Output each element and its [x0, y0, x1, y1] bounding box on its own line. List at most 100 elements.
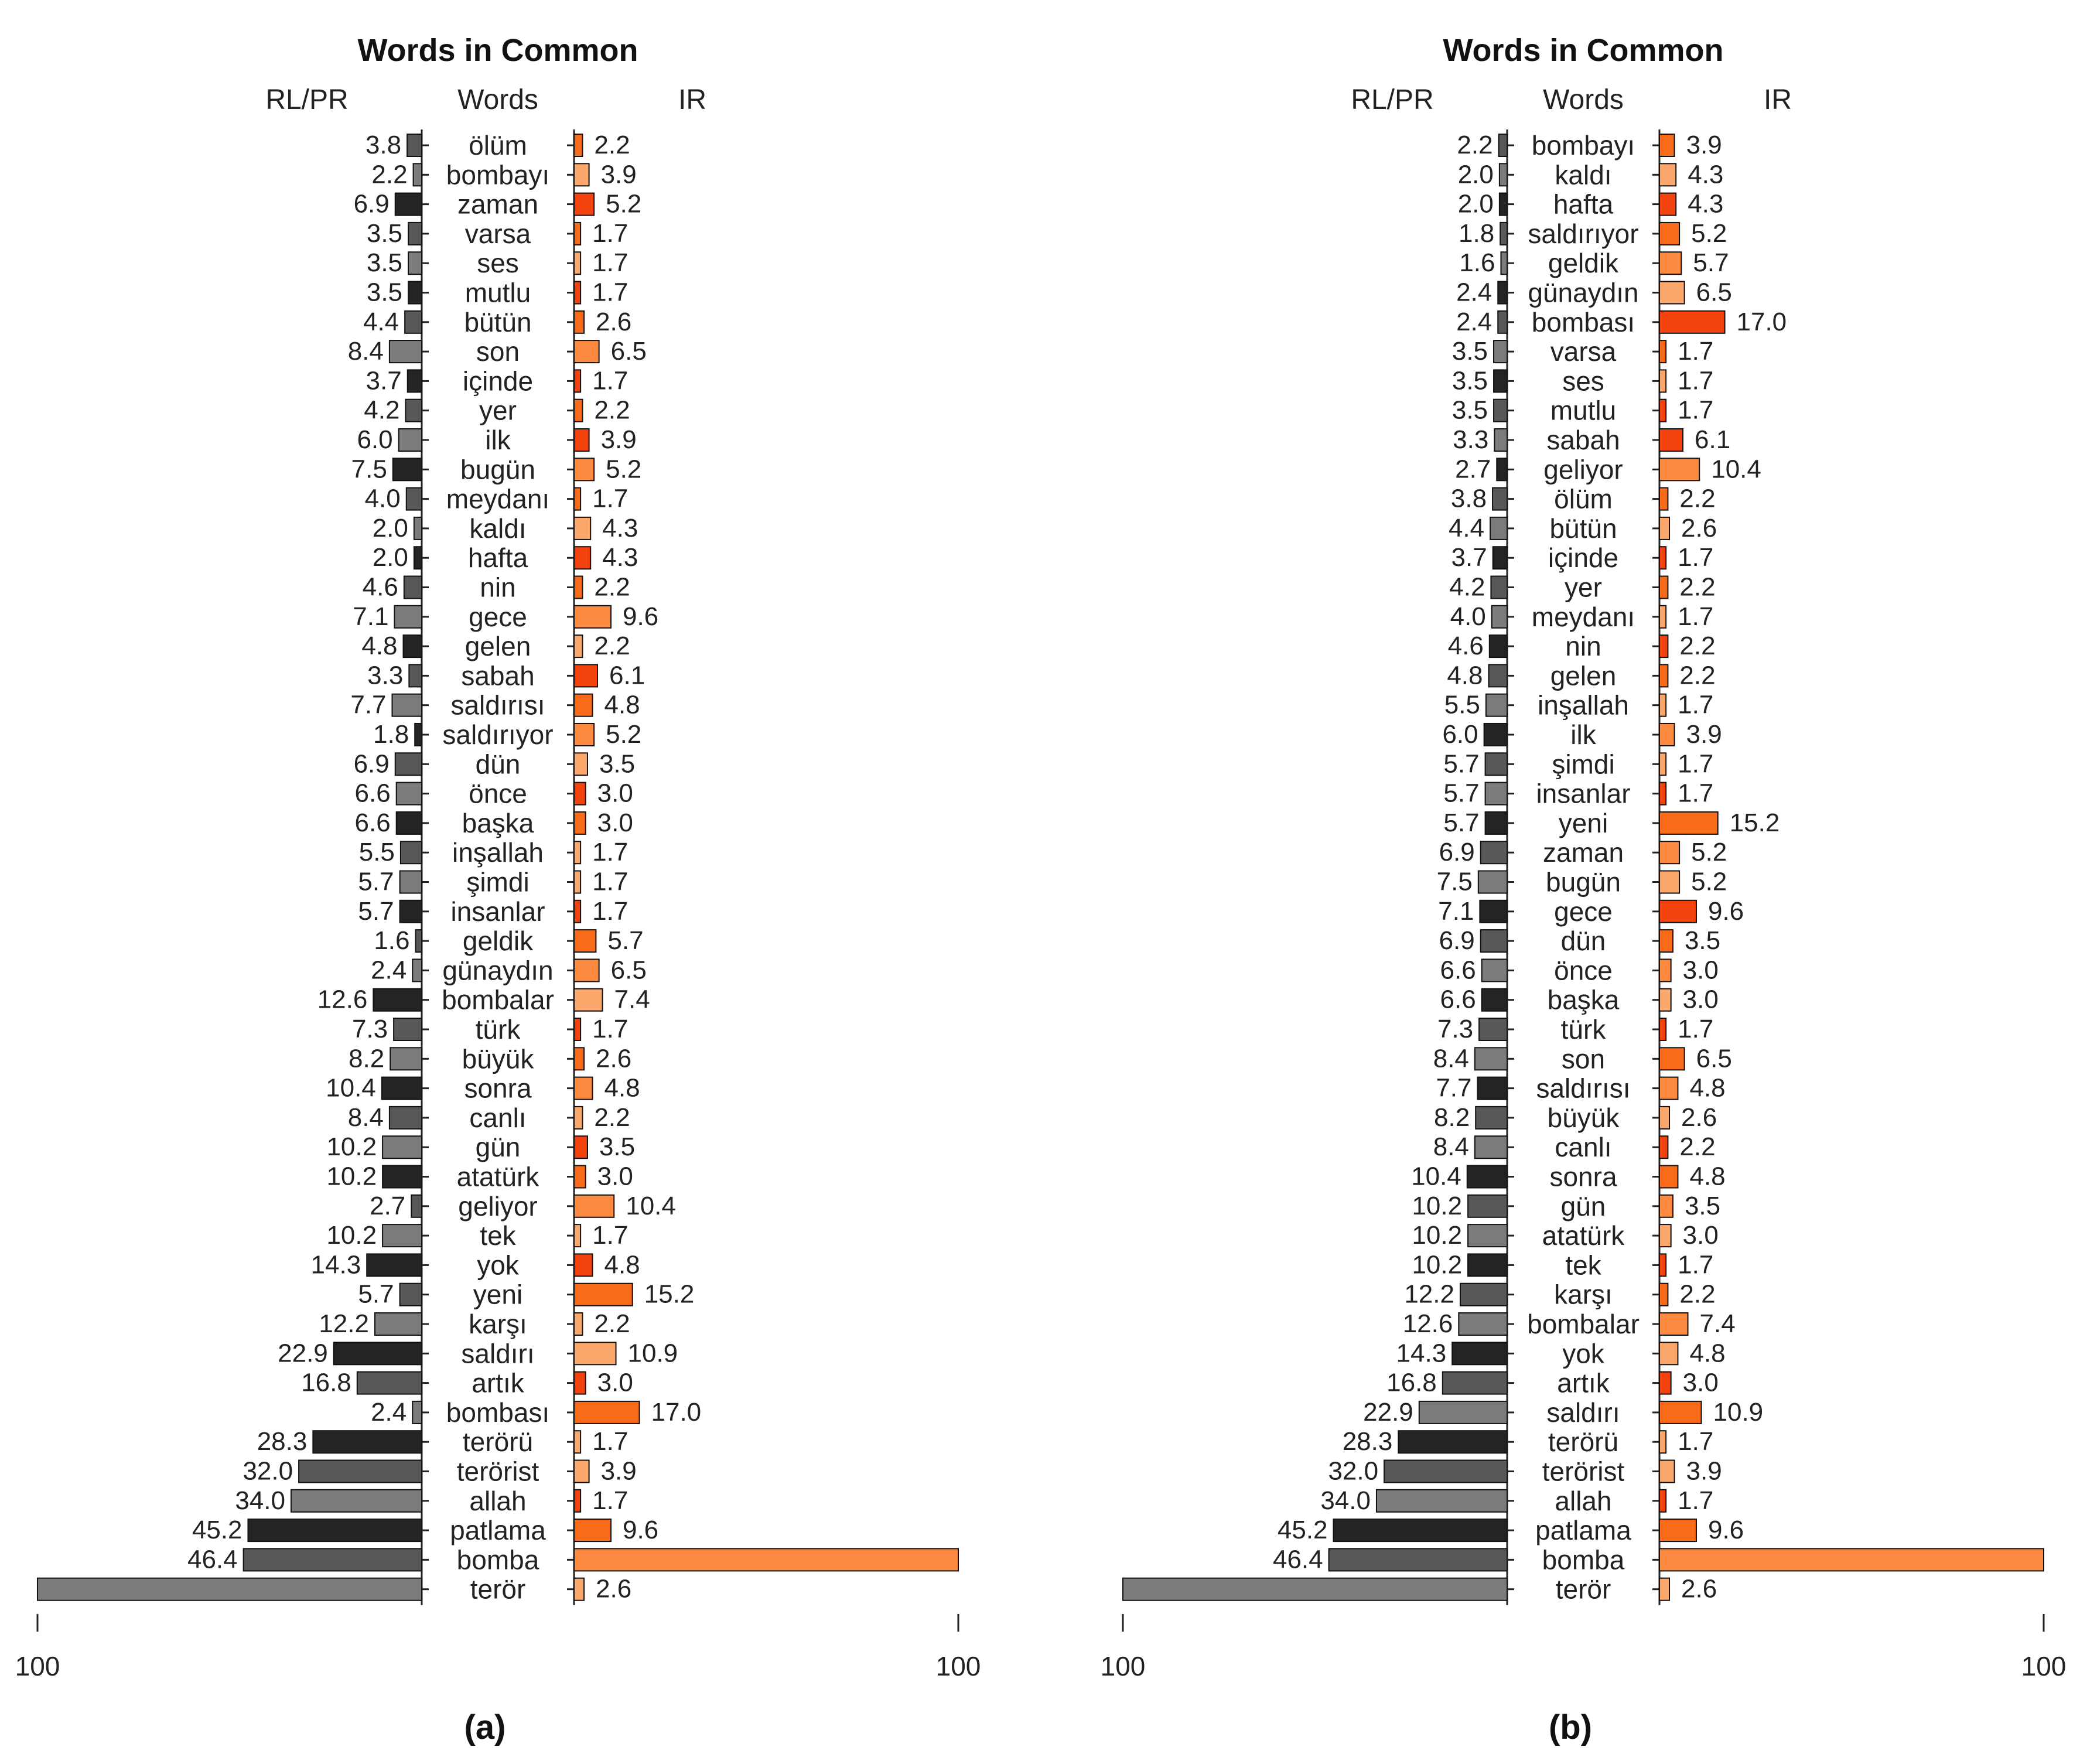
right-value-label: 3.9: [1686, 720, 1722, 749]
left-bar-25: [399, 841, 422, 865]
left-value-label: 2.2: [371, 160, 407, 189]
word-label: artık: [472, 1368, 524, 1398]
word-label: nin: [480, 572, 515, 603]
right-bar-37: [573, 1194, 615, 1218]
left-value-label: 5.7: [358, 897, 394, 926]
right-value-label: 2.6: [596, 308, 631, 336]
left-value-label: 14.3: [1396, 1339, 1447, 1367]
left-bar-20: [391, 693, 422, 717]
right-value-label: 6.1: [1695, 425, 1730, 454]
right-bar-23: [1659, 782, 1667, 806]
left-value-label: 12.6: [317, 985, 368, 1014]
left-bar-49: [243, 1548, 422, 1572]
word-label: varsa: [1550, 336, 1617, 367]
right-value-label: 6.5: [611, 956, 647, 984]
word-label: karşı: [469, 1309, 527, 1339]
right-value-label: 1.7: [1678, 396, 1713, 425]
left-bar-18: [1488, 634, 1508, 658]
word-label: gelen: [1550, 660, 1617, 691]
left-value-label: 2.4: [1456, 278, 1492, 307]
left-bar-17: [1491, 605, 1508, 629]
word-label: patlama: [450, 1515, 546, 1545]
right-value-label: 1.7: [1678, 1486, 1713, 1515]
left-bar-11: [1494, 428, 1508, 452]
left-bar-17: [394, 605, 423, 629]
right-bar-18: [1659, 634, 1669, 658]
right-value-label: 2.2: [594, 1309, 630, 1338]
left-value-label: 6.6: [1440, 956, 1476, 984]
left-bar-16: [1490, 575, 1508, 599]
word-label: bütün: [464, 307, 531, 337]
right-value-label: 2.2: [594, 396, 630, 425]
left-bar-35: [382, 1135, 423, 1159]
word-label: ses: [477, 248, 519, 278]
word-label: günaydın: [1528, 278, 1638, 308]
right-value-label: 4.8: [604, 1074, 640, 1103]
word-label: meydanı: [1532, 602, 1635, 632]
word-label: şimdi: [1552, 749, 1614, 779]
right-bar-34: [573, 1106, 583, 1130]
right-value-label: 3.0: [597, 1369, 633, 1397]
left-value-label: 7.1: [1438, 897, 1474, 926]
right-bar-41: [573, 1312, 583, 1336]
word-label: canlı: [469, 1103, 526, 1133]
right-value-label: 1.7: [1678, 749, 1713, 778]
left-value-label: 8.4: [1433, 1132, 1469, 1161]
right-bar-31: [1659, 1018, 1667, 1041]
left-bar-2: [412, 163, 422, 187]
word-label: insanlar: [1536, 779, 1630, 809]
word-label: yok: [477, 1250, 520, 1280]
word-label: önce: [1554, 955, 1613, 985]
left-value-label: 4.2: [364, 396, 399, 425]
left-value-label: 10.4: [1411, 1162, 1461, 1191]
left-bar-16: [403, 575, 422, 599]
right-bar-2: [1659, 163, 1677, 187]
left-bar-26: [399, 870, 422, 894]
left-bar-21: [414, 723, 423, 746]
left-value-label: 12.2: [1404, 1280, 1454, 1309]
left-bar-9: [1493, 369, 1508, 393]
right-value-label: 1.7: [592, 484, 628, 513]
word-label: inşallah: [1538, 690, 1629, 721]
left-value-label: 45.2: [1278, 1516, 1328, 1544]
left-value-label: 5.7: [1443, 808, 1479, 837]
right-bar-40: [573, 1282, 633, 1306]
left-value-label: 10.4: [326, 1074, 376, 1103]
right-value-label: 1.7: [592, 248, 628, 277]
left-bar-13: [1492, 487, 1508, 511]
left-bar-12: [1496, 458, 1508, 482]
right-scale-label: 100: [2021, 1651, 2067, 1681]
left-value-label: 4.6: [1448, 632, 1484, 660]
right-value-label: 4.3: [1688, 160, 1723, 189]
right-bar-49: [573, 1548, 959, 1572]
left-value-label: 6.0: [1442, 720, 1478, 749]
word-label: tek: [1565, 1250, 1601, 1280]
left-value-label: 3.5: [1452, 366, 1488, 395]
right-value-label: 2.2: [594, 1103, 630, 1132]
right-value-label: 2.2: [1679, 1280, 1715, 1309]
right-header: IR: [1764, 84, 1792, 115]
right-value-label: 1.7: [592, 1015, 628, 1043]
right-bar-42: [573, 1342, 617, 1366]
word-label: saldırıyor: [1528, 219, 1638, 249]
left-value-label: 3.7: [1451, 543, 1487, 572]
left-bar-32: [1474, 1047, 1508, 1071]
left-bar-13: [405, 487, 423, 511]
right-value-label: 3.5: [599, 749, 635, 778]
word-label: gün: [476, 1132, 521, 1162]
left-bar-32: [390, 1047, 423, 1071]
left-bar-40: [399, 1282, 422, 1306]
left-bar-46: [298, 1459, 422, 1483]
right-value-label: 3.0: [1683, 956, 1719, 984]
right-bar-22: [573, 752, 588, 776]
left-bar-5: [408, 251, 422, 275]
word-label: saldırısı: [450, 690, 545, 721]
right-bar-12: [573, 458, 595, 482]
left-value-label: 22.9: [1363, 1398, 1413, 1427]
left-bar-28: [415, 929, 423, 953]
word-label: allah: [1555, 1486, 1611, 1516]
left-bar-23: [395, 782, 422, 806]
left-value-label: 3.8: [1451, 484, 1487, 513]
right-value-label: 17.0: [1737, 308, 1787, 336]
right-value-label: 3.9: [601, 160, 637, 189]
